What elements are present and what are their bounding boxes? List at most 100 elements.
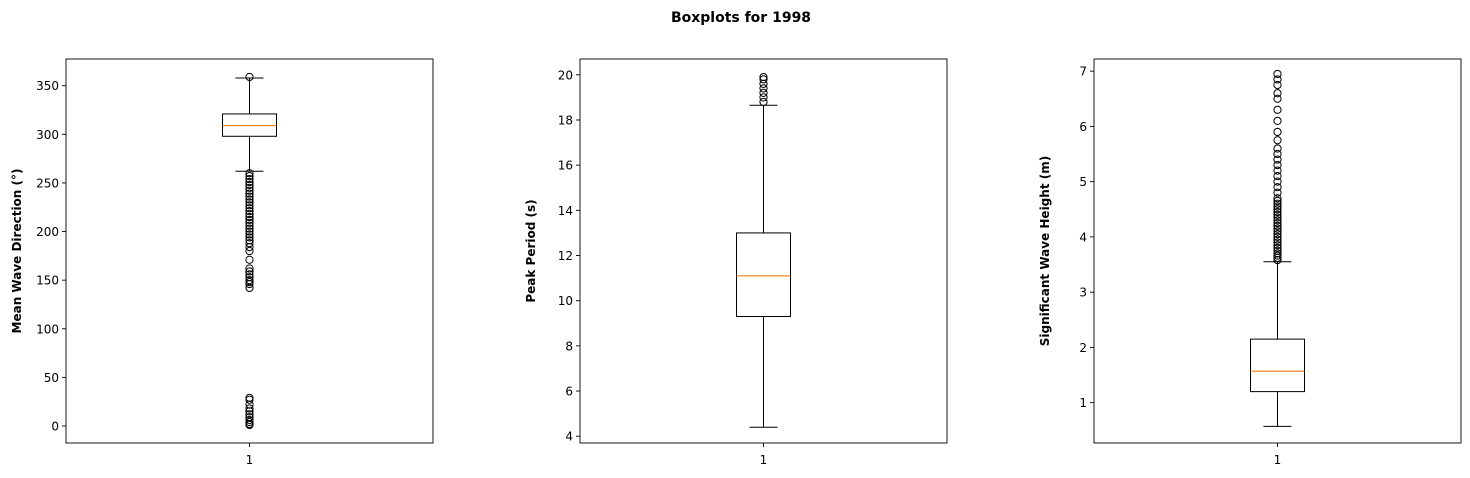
outlier-point [245,209,254,219]
outlier-point [245,416,254,425]
outlier-point [245,212,254,222]
outlier-point [1273,69,1282,79]
outlier-point [245,230,254,239]
outlier-point [759,93,768,102]
outlier-point [1273,188,1282,197]
outlier-point [245,246,254,256]
outlier-point [245,267,254,276]
outlier-point [245,393,254,402]
outlier-point [1273,249,1282,258]
figure-title: Boxplots for 1998 [671,10,811,26]
outlier-point [759,97,768,107]
outlier-point [1273,235,1282,244]
outlier-point [1273,199,1282,208]
outlier-point [245,183,254,192]
boxplot-panel-2: 4 6 8 10 12 14 16 18 20 1 Peak Period (s) [524,58,948,467]
outlier-point [1273,205,1282,214]
outlier-point [1273,210,1282,219]
outlier-point [1273,144,1282,153]
outlier-point [1273,80,1282,90]
outlier-point [245,276,254,285]
outlier-point [245,273,254,282]
outlier-point [245,186,254,195]
outlier-point [1273,243,1282,253]
outlier-point [245,207,254,216]
outlier-point [245,404,254,413]
outlier-point [1273,136,1282,145]
outlier-point [245,218,254,227]
y-tick-label: 18 [558,113,573,127]
outlier-point [1273,241,1282,250]
x-tick-label: 1 [1274,453,1282,467]
y-tick-label: 100 [36,322,59,336]
outlier-point [245,198,254,207]
outlier-point [245,270,254,279]
outlier-point [1273,216,1282,225]
iqr-box [1250,338,1305,393]
y-tick-label: 150 [36,274,59,288]
outlier-point [1273,256,1282,265]
outlier-point [1273,75,1282,84]
outlier-point [1273,172,1282,181]
outlier-point [245,72,254,82]
y-tick-label: 7 [1079,65,1087,79]
panels: 0 50 100 150 200 250 300 350 1 Mean Wave Directio… [10,58,1462,467]
outlier-point [759,88,768,97]
y-tick-label: 5 [1079,175,1087,189]
y-tick-label: 3 [1079,286,1087,300]
y-tick-label: 200 [36,225,59,239]
outlier-point [245,233,254,242]
outlier-point [1273,224,1282,233]
y-axis-label: Significant Wave Height (m) [1038,156,1052,346]
outlier-point [1273,251,1282,260]
outlier-point [245,215,254,224]
outlier-point [1273,89,1282,98]
outlier-point [245,236,254,245]
outlier-point [245,195,254,204]
outlier-point [1273,166,1282,175]
y-tick-label: 0 [51,419,59,433]
outlier-point [245,169,254,178]
outlier-point [1273,160,1282,170]
y-axis-label: Peak Period (s) [524,199,538,302]
outlier-point [1273,246,1282,255]
outlier-point [245,221,254,230]
outlier-point [1273,177,1282,186]
outlier-point [1273,230,1282,239]
y-tick-label: 8 [565,339,573,353]
outlier-point [759,75,768,84]
outlier-point [245,264,254,273]
outlier-point [759,72,768,82]
outlier-point [759,84,768,93]
outlier-point [1273,183,1282,192]
outlier-point [1273,94,1282,103]
outlier-point [1273,232,1282,242]
outlier-point [245,180,254,189]
boxplot-panel-3: 1 2 3 4 5 6 7 1 Significant Wave Height (m) [1038,58,1462,467]
y-tick-label: 350 [36,79,59,93]
outlier-point [245,410,254,419]
y-tick-label: 6 [1079,120,1087,134]
outlier-point [245,172,254,181]
outlier-point [245,174,254,184]
outlier-point [1273,213,1282,222]
y-tick-label: 4 [565,430,573,444]
outlier-point [245,255,254,264]
outlier-point [1273,218,1282,228]
y-tick-label: 6 [565,385,573,399]
outlier-point [1273,116,1282,125]
outlier-point [245,204,254,213]
outlier-point [1273,238,1282,247]
x-tick-label: 1 [246,453,254,467]
y-tick-label: 14 [558,204,573,218]
outlier-point [245,227,254,236]
outlier-point [1273,105,1282,114]
outlier-point [245,283,254,293]
outlier-point [1273,149,1282,159]
y-axis-label: Mean Wave Direction (°) [10,169,24,334]
y-tick-label: 2 [1079,341,1087,355]
y-tick-label: 12 [558,249,573,263]
y-tick-label: 4 [1079,230,1087,244]
y-tick-label: 50 [44,371,59,385]
